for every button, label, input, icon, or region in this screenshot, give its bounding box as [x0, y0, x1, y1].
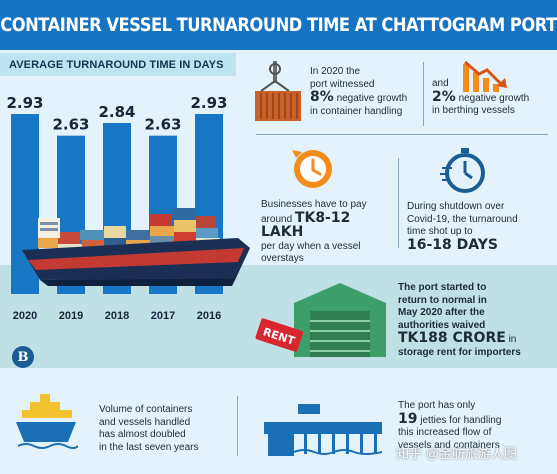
stat-text: in the last seven years: [99, 441, 199, 453]
container-ship-icon: [16, 394, 78, 449]
labels-layer: 2.93 2020 2.63 2019 2.84 2018 2.63 2017 2.93 2016: [6, 94, 227, 322]
stat-business-cost: Businesses have to pay around TK8-12 LAK…: [261, 199, 395, 266]
logo-letter: B: [17, 349, 29, 365]
stat-text: port witnessed: [310, 78, 375, 90]
data-label-2018: 2.84: [98, 103, 135, 121]
stat-text: May 2020 after the: [398, 307, 485, 318]
stat-text: The port started to: [398, 282, 487, 293]
data-label-2017: 2.63: [144, 116, 181, 134]
stat-value: 16-18 DAYS: [407, 236, 498, 253]
data-label-2016: 2.93: [190, 94, 227, 112]
stat-text: time shot up to: [407, 226, 473, 237]
turnaround-bar-chart: 2.93 2020 2.63 2019 2.84 2018 2.63 2017 2.93 2016: [6, 94, 250, 322]
stat-container-handling: In 2020 the port witnessed 8% negative g…: [310, 66, 422, 118]
jetty-icon: [264, 404, 382, 456]
stat-shutdown: During shutdown over Covid-19, the turna…: [407, 201, 547, 251]
stat-text: Volume of containers: [99, 404, 193, 415]
stat-text: negative growth: [458, 92, 530, 104]
container-crane-icon: [255, 61, 301, 121]
watermark: 知乎 @金舫旅游人图: [396, 446, 517, 461]
stat-text: has almost doubled: [99, 429, 186, 440]
stat-text: this increased flow of: [398, 427, 492, 438]
stat-text: per day when a vessel: [261, 240, 361, 252]
rent-tag-icon: RENT: [255, 318, 304, 352]
data-label-2020: 2.93: [6, 94, 43, 112]
stat-value: TK8-12 LAKH: [261, 209, 351, 240]
warehouse-icon: [294, 283, 386, 357]
divider-mid-vertical: [398, 158, 399, 248]
decline-chart-icon: [463, 60, 507, 92]
stat-text: vessels and containers: [398, 439, 500, 451]
stat-text: Businesses have to pay: [261, 199, 367, 210]
category-label-2020: 2020: [13, 310, 37, 322]
stopwatch-icon: [440, 148, 485, 193]
category-label-2016: 2016: [197, 310, 221, 322]
stat-text: In 2020 the: [310, 66, 361, 77]
stat-value: 19: [398, 410, 418, 427]
divider-top-right: [256, 134, 548, 135]
divider-bottom-vertical: [237, 396, 238, 456]
category-label-2019: 2019: [59, 310, 83, 322]
the-daily-star-logo: B: [12, 346, 34, 368]
stat-berthing: and 2% negative growth in berthing vesse…: [432, 78, 550, 118]
stat-text: Covid-19, the turnaround: [407, 213, 518, 225]
container-ship-illustration: [22, 208, 250, 286]
stat-text: overstays: [261, 253, 304, 264]
category-label-2018: 2018: [105, 310, 129, 322]
header-bar: CONTAINER VESSEL TURNAROUND TIME AT CHAT…: [0, 0, 557, 50]
stat-volume: Volume of containers and vessels handled…: [99, 404, 231, 454]
data-label-2019: 2.63: [52, 116, 89, 134]
stat-text: authorities waived: [398, 319, 486, 331]
stat-jetties: The port has only 19 jetties for handlin…: [398, 400, 528, 452]
chart-title-tab: AVERAGE TURNAROUND TIME IN DAYS: [0, 53, 236, 76]
stat-text: and: [432, 78, 449, 89]
stat-value: 2%: [432, 88, 456, 105]
stat-text: The port has only: [398, 400, 476, 411]
category-label-2017: 2017: [151, 310, 175, 322]
stat-value: 8%: [310, 89, 334, 105]
stat-text: in container handling: [310, 105, 403, 117]
stat-text: around: [261, 213, 293, 225]
stat-text: storage rent for importers: [398, 346, 521, 358]
stat-text: and vessels handled: [99, 416, 191, 428]
stat-value: TK188 CRORE: [398, 330, 506, 346]
stat-text: jetties for handling: [420, 414, 502, 426]
chart-title: AVERAGE TURNAROUND TIME IN DAYS: [9, 58, 224, 71]
stat-text: negative growth: [336, 93, 408, 104]
divider-top-vertical: [423, 62, 424, 126]
stat-text: in berthing vessels: [432, 105, 515, 116]
clock-icon: [292, 150, 332, 188]
stat-text: return to normal in: [398, 294, 487, 306]
stat-text: in: [508, 334, 517, 345]
stat-storage-rent: The port started to return to normal in …: [398, 282, 548, 359]
stat-text: During shutdown over: [407, 201, 505, 212]
page-title: CONTAINER VESSEL TURNAROUND TIME AT CHAT…: [0, 14, 557, 36]
